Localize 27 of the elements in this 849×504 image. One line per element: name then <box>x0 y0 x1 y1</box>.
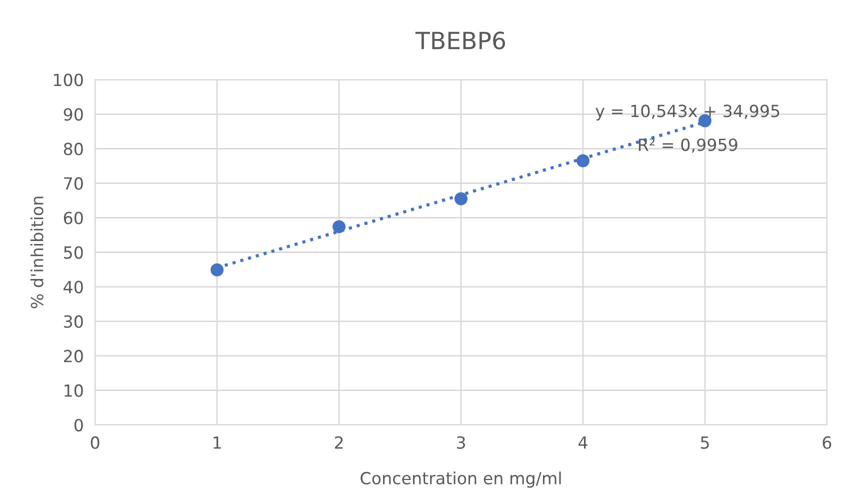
point <box>332 220 346 234</box>
y-tick-label: 70 <box>64 177 83 190</box>
y-tick-label: 10 <box>64 384 83 397</box>
point <box>454 192 468 206</box>
annotation: y = 10,543x + 34,995 <box>596 104 780 120</box>
x-tick-label: 3 <box>456 436 465 449</box>
y-tick-label: 0 <box>74 418 83 432</box>
y-tick-label: 20 <box>64 350 83 362</box>
x-tick-label: 0 <box>90 436 100 449</box>
y-tick-label: 80 <box>64 142 83 156</box>
x-tick-label: 4 <box>578 436 588 449</box>
y-tick-label: 30 <box>64 315 83 328</box>
x-tick-label: 6 <box>822 436 832 449</box>
y-tick-label: 50 <box>64 246 83 259</box>
x-tick-label: 5 <box>700 436 709 449</box>
y-tick-label: 40 <box>64 280 83 294</box>
x-tick-label: 2 <box>334 436 343 449</box>
y-tick-label: 60 <box>64 212 83 224</box>
x-axis-title: Concentration en mg/ml <box>360 472 561 488</box>
point <box>210 263 224 276</box>
chart-title: TBEBP6 <box>415 32 506 50</box>
y-tick-label: 90 <box>64 108 83 121</box>
point <box>576 154 590 168</box>
x-tick-label: 1 <box>214 436 221 449</box>
y-tick-label: 100 <box>54 74 83 86</box>
annotation: R² = 0,9959 <box>638 138 738 153</box>
y-axis-title: % d'inhibition <box>30 196 44 308</box>
